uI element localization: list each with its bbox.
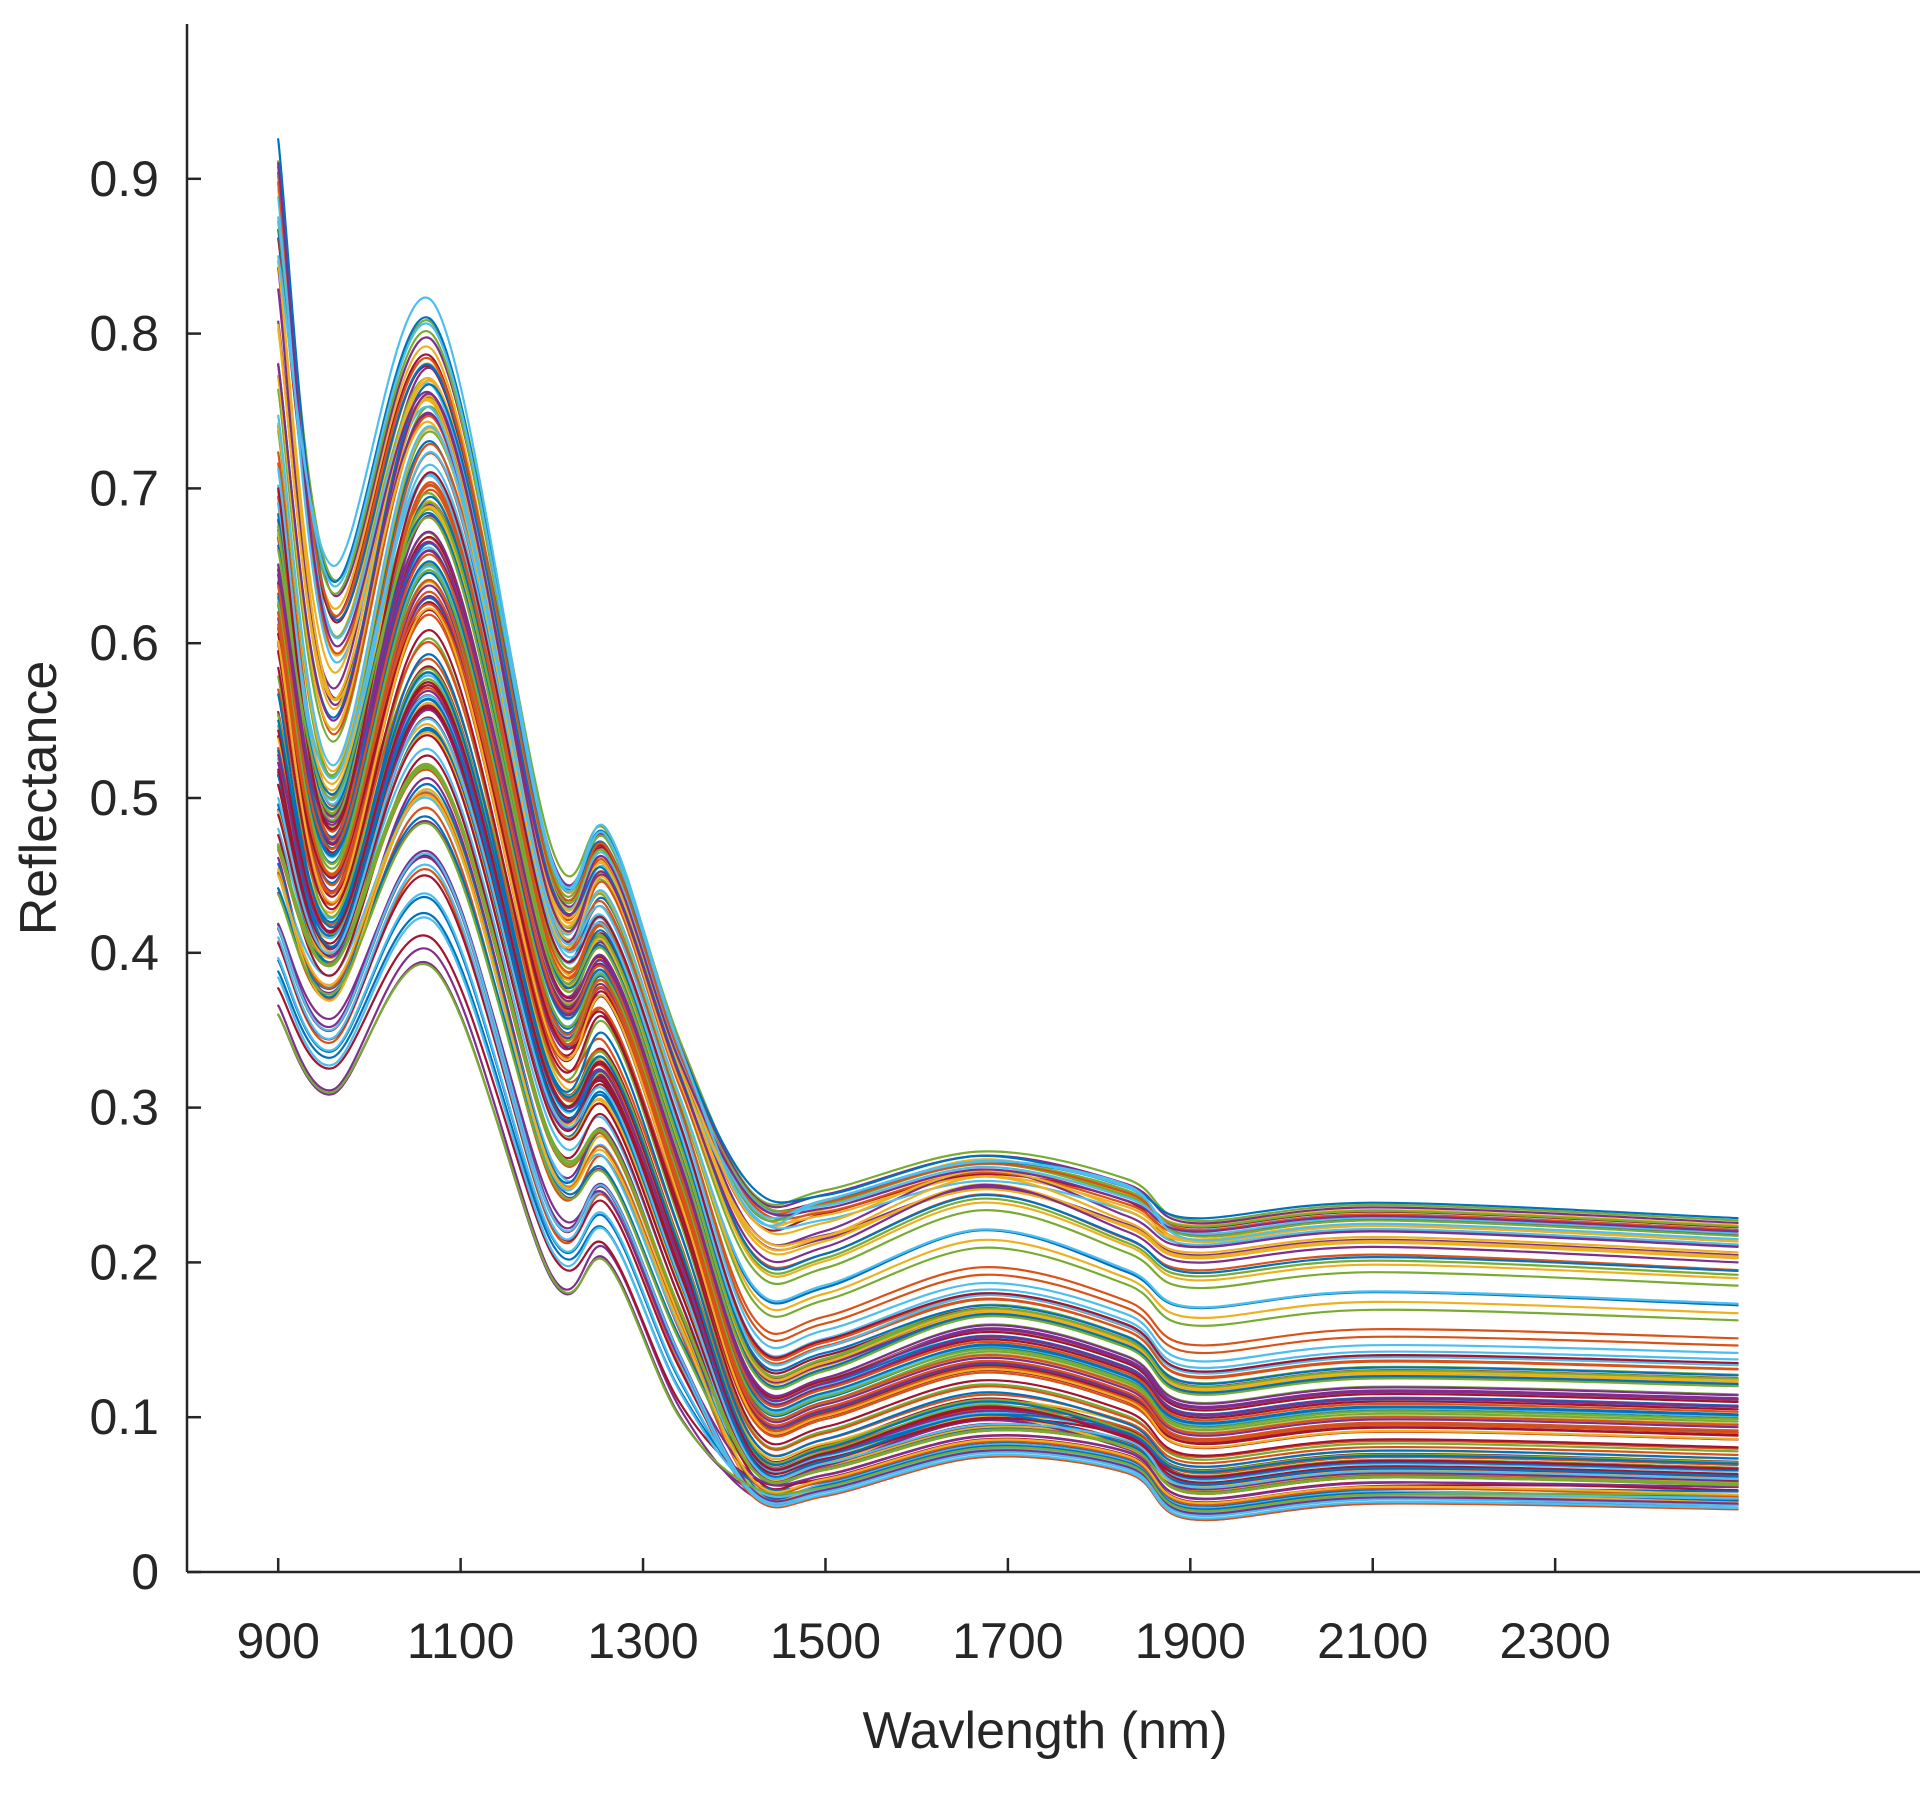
y-tick-label: 0.9 — [89, 151, 159, 207]
y-tick-label: 0.5 — [89, 770, 159, 826]
y-tick-label: 0.6 — [89, 615, 159, 671]
y-tick-label: 0.8 — [89, 306, 159, 362]
spectrum-line — [277, 793, 1739, 1505]
spectrum-line — [277, 363, 1739, 1264]
spectrum-line — [277, 671, 1739, 1474]
spectrum-line — [277, 328, 1739, 1254]
x-tick-label: 1900 — [1135, 1613, 1246, 1669]
spectrum-line — [277, 376, 1739, 1282]
spectrum-line — [277, 443, 1739, 1347]
spectrum-line — [277, 259, 1739, 1258]
spectrum-line — [277, 653, 1739, 1468]
y-tick-label: 0.1 — [89, 1389, 159, 1445]
spectrum-line — [277, 181, 1739, 1232]
spectrum-line — [277, 451, 1739, 1363]
x-tick-label: 2300 — [1500, 1613, 1611, 1669]
spectrum-line — [277, 607, 1739, 1449]
y-tick-label: 0 — [131, 1544, 159, 1600]
spectrum-line — [277, 569, 1739, 1429]
y-axis-label: Reflectance — [10, 661, 68, 936]
spectrum-line — [277, 414, 1739, 1309]
spectrum-line — [277, 579, 1739, 1435]
spectrum-line — [277, 540, 1739, 1410]
spectrum-line — [277, 375, 1739, 1278]
spectrum-line — [277, 553, 1739, 1422]
spectrum-line — [277, 255, 1739, 1242]
spectrum-line — [277, 590, 1739, 1441]
y-tick-label: 0.2 — [89, 1234, 159, 1290]
x-tick-label: 2100 — [1317, 1613, 1428, 1669]
y-tick-label: 0.3 — [89, 1080, 159, 1136]
x-tick-label: 1700 — [952, 1613, 1063, 1669]
x-axis-label: Wavlength (nm) — [862, 1702, 1227, 1760]
x-tick-label: 900 — [236, 1613, 319, 1669]
spectrum-line — [277, 496, 1739, 1386]
series-layer — [277, 138, 1739, 1522]
x-tick-label: 1100 — [407, 1613, 515, 1669]
spectrum-line — [277, 912, 1739, 1507]
spectrum-line — [277, 471, 1739, 1373]
y-tick-label: 0.7 — [89, 460, 159, 516]
spectrum-line — [277, 629, 1739, 1457]
x-tick-label: 1500 — [770, 1613, 881, 1669]
spectrum-line — [277, 856, 1739, 1501]
spectrum-line — [277, 717, 1739, 1489]
spectrum-line — [277, 162, 1739, 1233]
spectrum-line — [277, 963, 1739, 1513]
spectrum-line — [277, 766, 1739, 1495]
spectrum-line — [277, 852, 1739, 1518]
y-tick-label: 0.4 — [89, 925, 159, 981]
spectrum-line — [277, 474, 1739, 1375]
spectrum-line — [277, 681, 1739, 1478]
spectrum-line — [277, 530, 1739, 1405]
x-tick-label: 1300 — [587, 1613, 698, 1669]
ticks: 0 0.1 0.2 0.3 0.4 0.5 0.6 0.7 0.8 0.9 900 1100 1300 1… — [89, 151, 1610, 1669]
spectrum-line — [277, 516, 1739, 1396]
